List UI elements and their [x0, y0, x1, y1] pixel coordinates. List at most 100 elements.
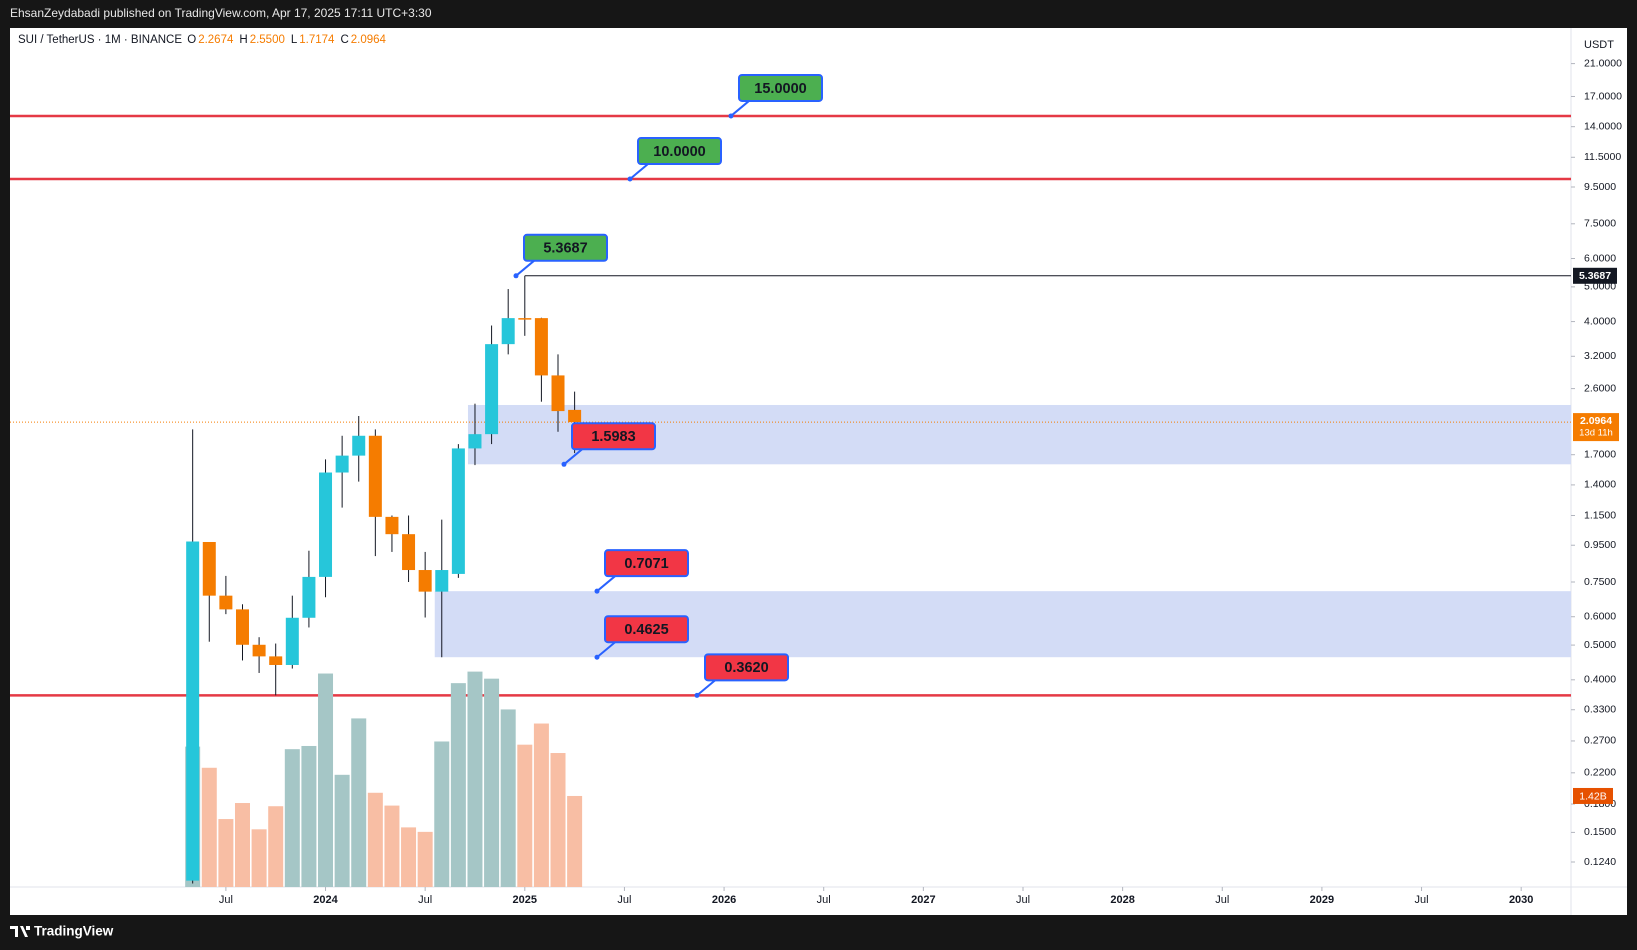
candle-body [269, 656, 283, 665]
x-tick-label: Jul [1415, 894, 1429, 906]
x-tick-label: Jul [1215, 894, 1229, 906]
callout-pointer [596, 575, 616, 592]
y-tick-label: 7.5000 [1584, 218, 1616, 230]
x-tick-label: Jul [418, 894, 432, 906]
volume-bar [218, 819, 234, 887]
chart-background [10, 28, 1627, 915]
footer-logo [10, 926, 30, 937]
candle-body [485, 344, 499, 435]
legend-value: 2.0964 [350, 34, 386, 46]
legend-key: H [239, 34, 248, 46]
candle-body [451, 448, 465, 574]
volume-bar [417, 831, 433, 887]
candle-body [352, 435, 366, 456]
y-tick-label: 1.1500 [1584, 509, 1616, 521]
header-text: EhsanZeydabadi published on TradingView.… [10, 6, 432, 20]
volume-bar [567, 795, 583, 887]
y-tick-label: 17.0000 [1584, 90, 1622, 102]
plot [10, 114, 1571, 887]
candle-body [435, 570, 449, 592]
x-tick-label: Jul [617, 894, 631, 906]
legend-value: 2.2674 [198, 34, 234, 46]
y-tick-label: 4.0000 [1584, 315, 1616, 327]
volume-bar [401, 827, 417, 887]
currency-label: USDT [1584, 39, 1614, 51]
legend: SUI / TetherUS · 1M · BINANCE O 2.2674 H 2.… [18, 34, 392, 46]
volume-bar [450, 683, 466, 887]
volume-bar [251, 829, 267, 887]
volume-bar [467, 671, 483, 887]
volume-bar [351, 718, 367, 887]
x-tick-label: 2030 [1509, 894, 1533, 906]
callout-box [604, 615, 689, 644]
x-tick-label: 2028 [1110, 894, 1134, 906]
y-tick-label: 14.0000 [1584, 120, 1622, 132]
candle-body [202, 541, 216, 596]
y-tick-label: 3.2000 [1584, 350, 1616, 362]
y-tick-label: 0.2700 [1584, 735, 1616, 747]
y-tick-label: 0.9500 [1584, 539, 1616, 551]
candle-body [235, 609, 249, 645]
legend-value: 2.5500 [249, 34, 285, 46]
candle-body [418, 570, 432, 592]
legend-value: 1.7174 [299, 34, 335, 46]
y-tick-label: 0.2200 [1584, 767, 1616, 779]
candle-body [335, 455, 349, 473]
candle-body [252, 644, 266, 657]
volume-bar [334, 774, 350, 887]
candle-body [468, 434, 482, 449]
callout-label: 0.7071 [624, 556, 668, 572]
volume-label: 1.42B [1579, 790, 1606, 802]
callout-anchor [728, 113, 734, 119]
callout-label: 0.4625 [624, 622, 668, 638]
x-tick-label: Jul [817, 894, 831, 906]
x-tick-label: 2026 [712, 894, 736, 906]
candle-body [285, 617, 299, 665]
callout-pointer [696, 679, 716, 697]
candle-body [518, 318, 532, 320]
callout-pointer [730, 100, 750, 117]
last-price-countdown: 13d 11h [1579, 428, 1613, 439]
callout-anchor [694, 692, 700, 698]
callout-label: 0.3620 [724, 660, 768, 676]
callout-anchor [594, 654, 600, 660]
callout-anchor [627, 176, 633, 182]
callout-pointer [629, 163, 649, 180]
callout-anchor [594, 588, 600, 594]
volume-label-box [1573, 787, 1613, 804]
callout-box [637, 137, 722, 166]
x-tick-label: 2024 [313, 894, 338, 906]
callout-box [571, 422, 656, 451]
candle-body [385, 516, 399, 535]
callout-label: 10.0000 [653, 144, 705, 160]
callout-box [704, 653, 789, 682]
volume-bar [500, 709, 516, 887]
volume-bar [268, 806, 284, 887]
candle-body [534, 318, 548, 376]
volume-bar [484, 678, 500, 887]
x-tick-label: Jul [1016, 894, 1030, 906]
callout-label: 1.5983 [591, 429, 635, 445]
y-tick-label: 1.4000 [1584, 479, 1616, 491]
candle-body [501, 318, 515, 345]
legend-key: O [187, 34, 197, 46]
candle-body [319, 472, 333, 577]
high-price-box [1573, 267, 1617, 284]
candle-body [551, 375, 565, 412]
volume-bar [367, 792, 383, 887]
y-tick-label: 0.6000 [1584, 611, 1616, 623]
y-tick-label: 6.0000 [1584, 252, 1616, 264]
candle-body [402, 534, 416, 571]
callout-box [738, 73, 823, 102]
volume-bar [550, 753, 566, 887]
volume-bar [384, 805, 400, 887]
volume-bar [301, 745, 317, 887]
candle-body [302, 576, 316, 618]
x-tick-label: 2029 [1310, 894, 1334, 906]
logo-icon [10, 926, 30, 937]
candle-body [219, 595, 233, 610]
callout-anchor [561, 461, 567, 467]
volume-bar [284, 749, 300, 887]
